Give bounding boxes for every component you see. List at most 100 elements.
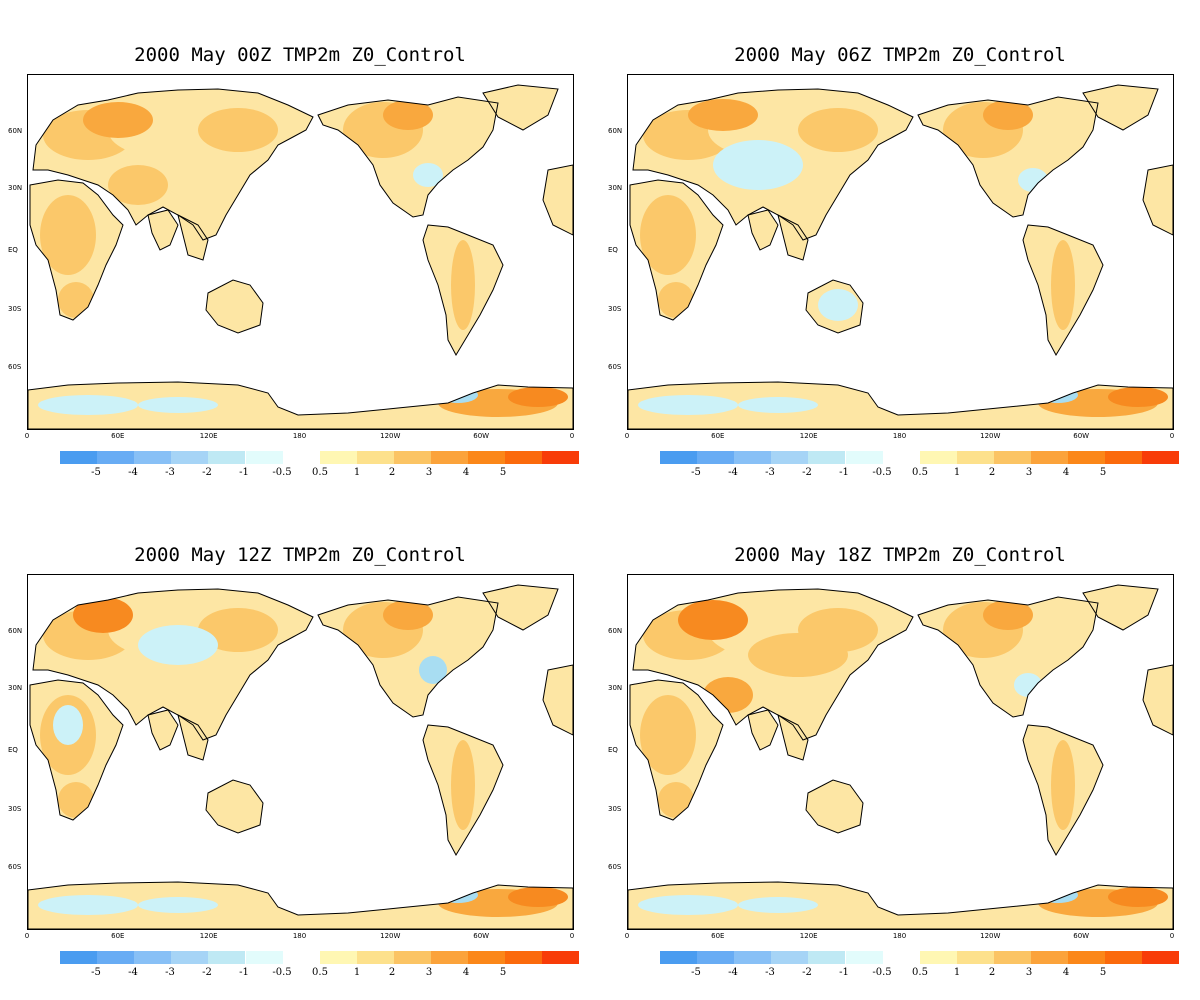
lon-label: 0 — [624, 432, 630, 440]
colorbar-swatch — [60, 451, 98, 464]
colorbar-tick-label: -5 — [691, 467, 701, 478]
anomaly-region — [738, 397, 818, 413]
lat-label: 60N — [8, 627, 23, 635]
anomaly-region — [53, 705, 83, 745]
coastline-greenland — [482, 84, 559, 131]
colorbar-swatch — [356, 451, 394, 464]
anomaly-region — [211, 787, 255, 823]
colorbar-swatch — [319, 451, 357, 464]
coastline-india — [147, 709, 179, 751]
anomaly-region — [451, 240, 475, 330]
anomaly-region — [211, 287, 255, 323]
lon-label: 180 — [292, 432, 307, 440]
colorbar-swatch — [282, 951, 320, 964]
temperature-map — [28, 584, 573, 929]
colorbar-swatch — [1142, 451, 1180, 464]
colorbar-tick-label: -4 — [728, 967, 738, 978]
anomaly-region — [383, 600, 433, 630]
colorbar-swatch — [919, 451, 957, 464]
colorbar-swatch — [956, 951, 994, 964]
anomaly-region — [658, 282, 694, 318]
anomaly-region — [1051, 240, 1075, 330]
coastline-safrEdge — [1142, 164, 1173, 236]
lon-label: 120E — [799, 432, 818, 440]
colorbar-tick-label: 2 — [388, 467, 396, 478]
colorbar-tick-label: -1 — [239, 967, 249, 978]
coastline-greenland — [1082, 584, 1159, 631]
coastline-safrEdge — [1142, 664, 1173, 736]
anomaly-region — [508, 387, 568, 407]
coastline-namerica — [317, 596, 499, 718]
lat-label: EQ — [608, 246, 618, 254]
anomaly-region — [83, 102, 153, 138]
lat-label: 30S — [608, 805, 622, 813]
colorbar-swatch — [282, 451, 320, 464]
colorbar-tick-label: -1 — [839, 967, 849, 978]
colorbar-swatch — [393, 451, 431, 464]
anomaly-region — [451, 740, 475, 830]
anomaly-region — [73, 597, 133, 633]
colorbar-swatch — [393, 951, 431, 964]
colorbar-tick-label: -0.5 — [272, 967, 292, 978]
colorbar-swatch — [660, 451, 698, 464]
coastline-africa — [29, 179, 124, 321]
coastline-safrEdge — [542, 664, 573, 736]
lon-label: 0 — [569, 432, 575, 440]
colorbar-swatch — [697, 451, 735, 464]
colorbar-swatch — [734, 951, 772, 964]
coastline-africa — [629, 179, 724, 321]
lon-label: 0 — [1169, 432, 1175, 440]
anomaly-region — [738, 897, 818, 913]
lat-label: 30S — [8, 305, 22, 313]
anomaly-region — [138, 625, 218, 665]
coastline-eurasia — [32, 588, 314, 741]
lon-label: 120E — [799, 932, 818, 940]
colorbar-swatch — [97, 951, 135, 964]
lat-label: 60S — [8, 863, 22, 871]
colorbar — [660, 951, 1180, 964]
colorbar-tick-label: -3 — [165, 467, 175, 478]
colorbar-tick-label: 1 — [353, 467, 361, 478]
colorbar-tick-label: 4 — [462, 967, 470, 978]
coastline-samerica — [422, 724, 504, 857]
colorbar-tick-label: -2 — [802, 967, 812, 978]
lon-label: 60E — [111, 932, 125, 940]
anomaly-region — [798, 108, 878, 152]
colorbar-tick-label: 2 — [988, 967, 996, 978]
colorbar-tick-label: -3 — [765, 467, 775, 478]
coastline-samerica — [422, 224, 504, 357]
map-area — [627, 74, 1174, 430]
lon-label: 60W — [473, 432, 490, 440]
colorbar-swatch — [542, 951, 580, 964]
lon-label: 180 — [892, 932, 907, 940]
colorbar-tick-label: 3 — [425, 467, 433, 478]
colorbar-tick-label: 3 — [1025, 967, 1033, 978]
colorbar-tick-label: -4 — [728, 467, 738, 478]
coastline-namerica — [917, 96, 1099, 218]
colorbar-swatch — [208, 451, 246, 464]
colorbar-tick-label: 2 — [388, 967, 396, 978]
colorbar-tick-label: -3 — [765, 967, 775, 978]
anomaly-region — [438, 887, 478, 903]
anomaly-region — [983, 100, 1033, 130]
lon-label: 60W — [1073, 932, 1090, 940]
colorbar-tick-label: -1 — [239, 467, 249, 478]
anomaly-region — [138, 397, 218, 413]
colorbar — [60, 951, 580, 964]
colorbar-tick-label: 1 — [353, 967, 361, 978]
coastline-namerica — [917, 596, 1099, 718]
coastline-antarctica — [28, 381, 573, 429]
coastline-eurasia — [632, 588, 914, 741]
temperature-map — [28, 84, 573, 429]
coastline-safrEdge — [542, 164, 573, 236]
lat-label: EQ — [8, 746, 18, 754]
anomaly-region — [811, 787, 855, 823]
coastline-namerica — [317, 96, 499, 218]
lat-label: 30N — [8, 684, 23, 692]
lat-label: 30S — [8, 805, 22, 813]
colorbar-swatch — [431, 951, 469, 964]
colorbar-swatch — [468, 451, 506, 464]
colorbar-swatch — [845, 451, 883, 464]
panel-title: 2000 May 00Z TMP2m Z0_Control — [134, 44, 466, 66]
colorbar-swatch — [245, 951, 283, 964]
